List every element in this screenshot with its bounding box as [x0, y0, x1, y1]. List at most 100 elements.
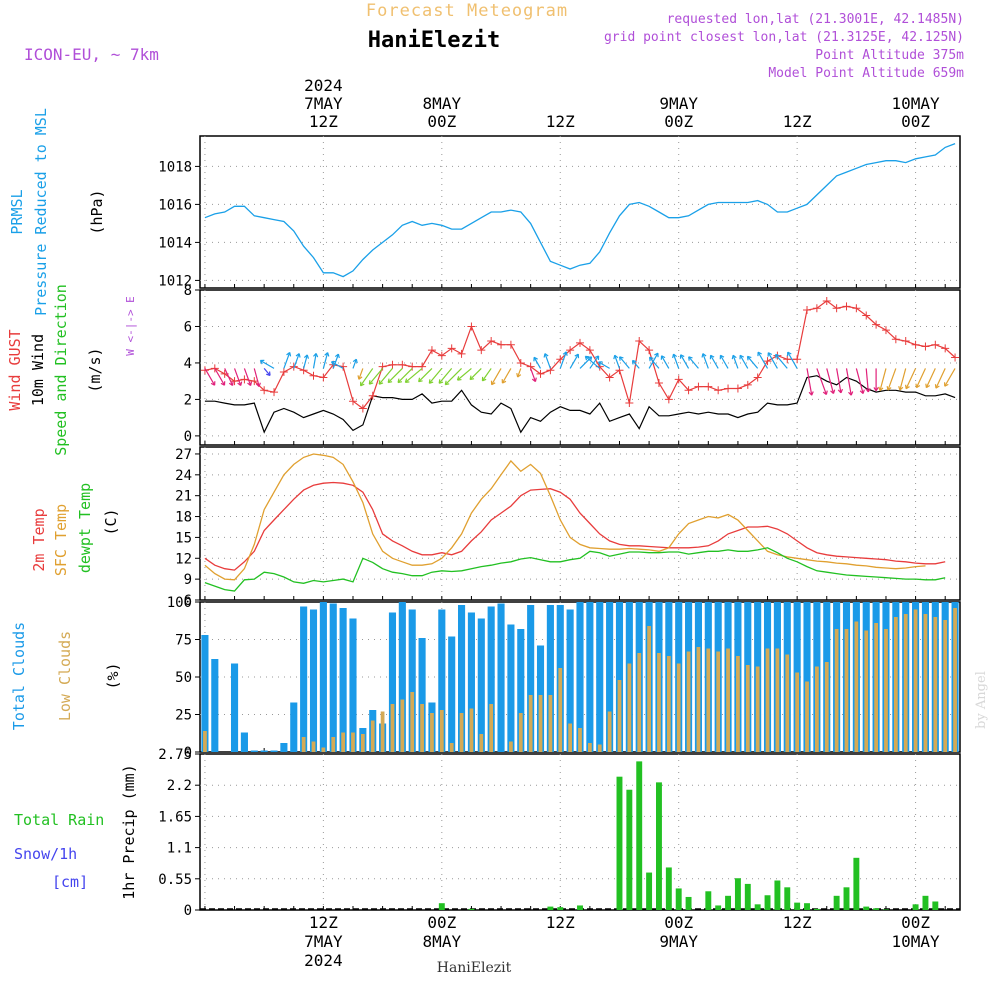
wind-gust-marker: [891, 335, 900, 344]
wind-direction-arrow: [732, 355, 739, 369]
rain-bar: [764, 895, 771, 910]
wind-speed-label: 10m Wind: [29, 334, 47, 406]
wind-direction-arrow: [649, 356, 660, 369]
wind-gust-marker: [309, 371, 318, 380]
total-clouds-bar: [497, 603, 505, 752]
total-clouds-bar: [309, 609, 318, 752]
low-clouds-bar: [528, 695, 533, 752]
wind-speed-label-line: 10m Wind: [29, 334, 47, 406]
low-clouds-bar: [617, 680, 622, 752]
wind-gust-marker: [724, 384, 733, 393]
wind-arrow-head: [210, 381, 216, 386]
wind-unit-line: (m/s): [86, 347, 104, 392]
rain-bar: [577, 905, 583, 910]
wind-direction-arrow: [806, 368, 813, 396]
wind-direction-arrow: [559, 351, 567, 369]
wind-gust-marker: [250, 377, 259, 386]
pressure-subtitle-line: Pressure Reduced to MSL: [32, 108, 50, 316]
wind-arrow-head: [648, 356, 654, 362]
low-clouds-bar: [469, 708, 474, 752]
wind-arrow-head: [247, 381, 253, 386]
precip-ytick-label: 2.75: [158, 747, 192, 763]
low-clouds-bar: [696, 647, 701, 752]
wind-direction-arrow: [253, 368, 260, 387]
wind-direction-arrow: [688, 356, 699, 369]
wind-direction-arrow: [501, 368, 512, 384]
rain-bar: [725, 895, 732, 910]
total-clouds-bar: [458, 605, 466, 752]
rain-bar: [833, 895, 840, 910]
wind-arrow-head: [387, 378, 393, 384]
rain-bar: [774, 880, 781, 910]
wind-arrow-head: [255, 382, 261, 388]
wind-gust-line: [204, 300, 956, 410]
clouds-unit-line: (%): [104, 662, 122, 689]
low-clouds-bar: [874, 623, 878, 752]
wind-direction-arrow: [360, 368, 374, 387]
rain-bar: [754, 904, 761, 910]
wind-arrow-head: [438, 379, 444, 384]
total-clouds-bar: [527, 605, 535, 752]
wind-arrow-head: [873, 387, 879, 392]
total-clouds-bar: [517, 629, 525, 752]
wind-arrow-head: [597, 361, 603, 366]
wind-direction-arrow: [935, 368, 946, 389]
low-clouds-bar: [430, 713, 434, 752]
rain-bar: [804, 903, 810, 910]
total-clouds-bar: [329, 603, 337, 752]
wind-arrow-head: [688, 356, 693, 361]
wind-direction-arrow: [569, 353, 579, 369]
wind-gust-marker: [783, 355, 792, 364]
total-clouds-bar: [270, 750, 278, 752]
top-axis-date: 8MAY: [423, 94, 462, 113]
wind-direction-arrow: [352, 358, 357, 369]
precip-unit-label-line: 1hr Precip (mm): [120, 764, 138, 899]
wind-arrow-head: [531, 377, 537, 383]
bottom-axis-hour: 12Z: [783, 913, 812, 932]
wind-direction-arrow: [598, 361, 610, 369]
wind-arrow-head: [456, 376, 462, 381]
credit: by Angel: [974, 671, 989, 729]
wind-gust-marker: [378, 362, 387, 371]
wind-direction-arrow: [702, 353, 709, 369]
bottom-axis-date: 8MAY: [423, 932, 462, 951]
wind-gust-marker: [348, 397, 357, 406]
temperature-ytick-label: 15: [175, 530, 192, 546]
wind-arrow-head: [786, 351, 792, 357]
wind-arrow-head: [516, 373, 522, 378]
rain-bar: [438, 903, 445, 910]
pressure-unit: (hPa): [88, 189, 106, 234]
wind-direction-arrow: [331, 361, 344, 369]
wind-ytick-label: 2: [184, 392, 192, 408]
wind-direction-arrow: [619, 356, 630, 369]
temp-sfc-line: [204, 453, 926, 581]
total-clouds-bar: [438, 609, 446, 752]
low-clouds-bar: [736, 656, 740, 752]
footer-location: HaniElezit: [437, 960, 512, 976]
wind-direction-arrow: [491, 368, 502, 385]
bottom-axis-date: 10MAY: [891, 932, 940, 951]
wind-direction-arrow: [739, 354, 749, 369]
wind-gust-marker: [645, 346, 654, 355]
rain-bar: [557, 907, 564, 910]
low-clouds-bar: [489, 704, 494, 752]
pressure-ytick-label: 1014: [158, 235, 192, 251]
wind-direction-arrow: [428, 368, 443, 384]
low-clouds-bar: [893, 617, 898, 752]
wind-direction-arrow: [584, 355, 601, 369]
wind-arrow-head: [739, 354, 745, 360]
top-axis-date: 10MAY: [891, 94, 940, 113]
temperature-ytick-label: 18: [175, 510, 192, 526]
wind-arrow-head: [481, 376, 487, 382]
wind-direction-arrow: [303, 354, 308, 369]
wind-gust-label-line: Wind GUST: [6, 329, 24, 410]
wind-direction-arrow: [787, 351, 798, 369]
wind-gust-marker: [674, 375, 683, 384]
wind-gust-marker: [230, 377, 239, 386]
top-axis-hour: 00Z: [427, 112, 456, 131]
wind-arrow-head: [359, 381, 365, 387]
wind-arrow-head: [584, 355, 590, 361]
rain-bar: [873, 908, 880, 910]
precip-frame: [199, 753, 961, 911]
wind-arrow-head: [237, 381, 243, 386]
